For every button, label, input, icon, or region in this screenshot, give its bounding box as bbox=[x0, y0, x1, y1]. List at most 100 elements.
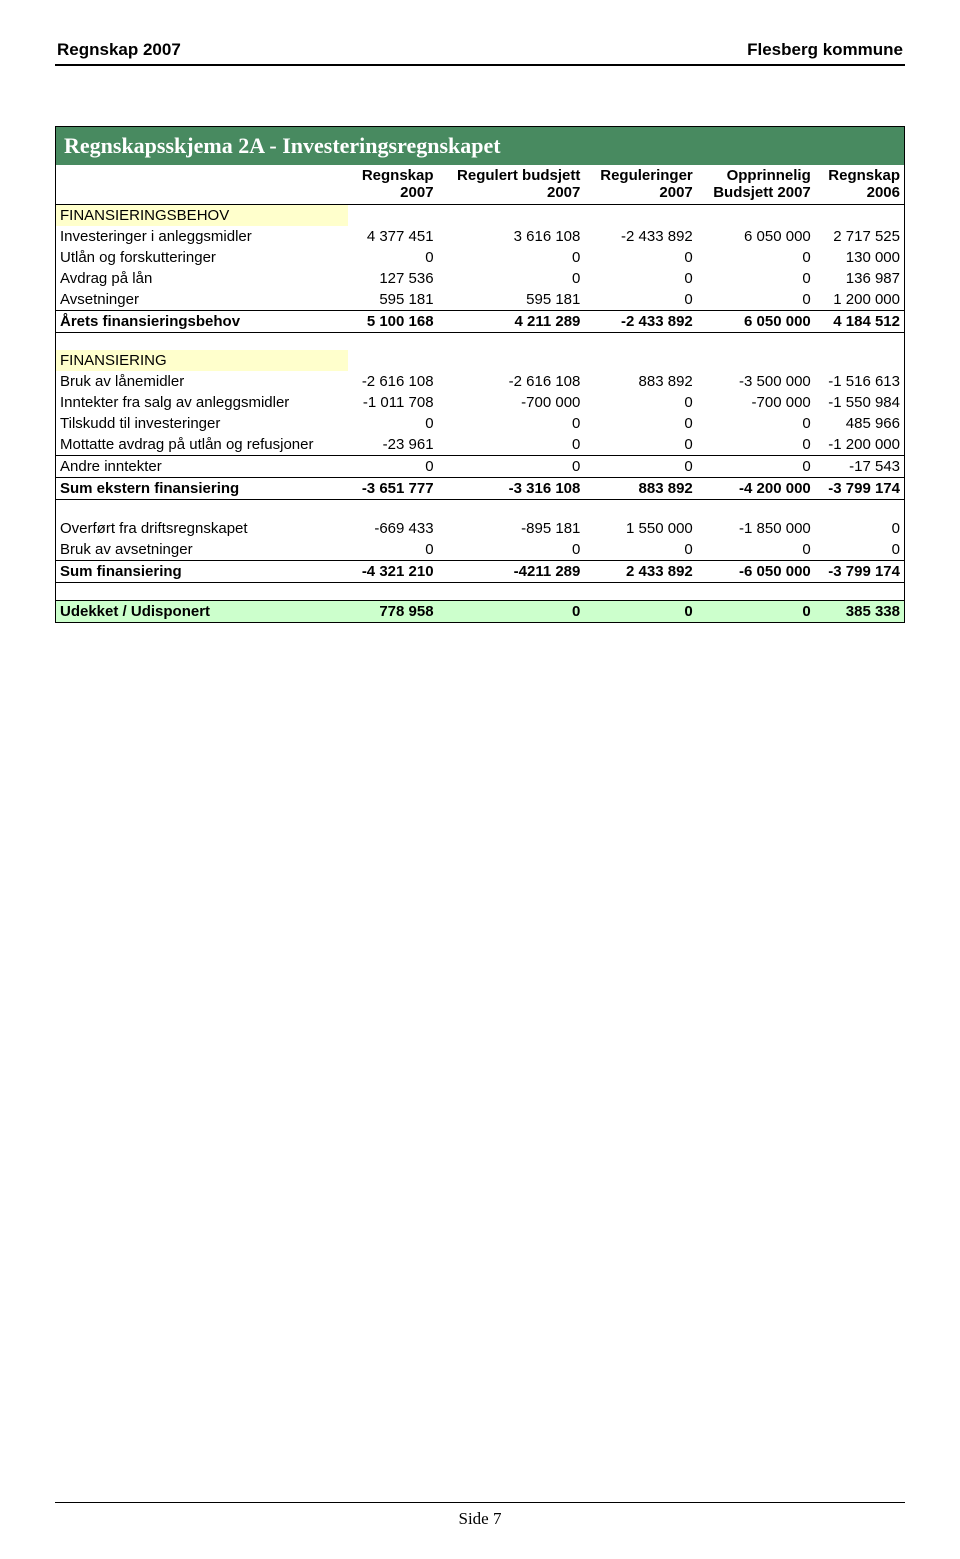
spacer-row bbox=[56, 500, 905, 518]
col-reguleringer: Reguleringer2007 bbox=[584, 165, 696, 204]
cell: 0 bbox=[584, 456, 696, 478]
cell: 0 bbox=[584, 392, 696, 413]
row-label: Avdrag på lån bbox=[56, 268, 349, 289]
cell: -3 651 777 bbox=[348, 478, 437, 500]
cell: 127 536 bbox=[348, 268, 437, 289]
cell: 0 bbox=[438, 539, 585, 561]
cell: 485 966 bbox=[815, 413, 905, 434]
cell: 0 bbox=[438, 434, 585, 456]
cell: 136 987 bbox=[815, 268, 905, 289]
header-rule bbox=[55, 64, 905, 66]
section-label: FINANSIERINGSBEHOV bbox=[56, 204, 349, 226]
cell: -1 550 984 bbox=[815, 392, 905, 413]
cell: 883 892 bbox=[584, 371, 696, 392]
cell: -4 200 000 bbox=[697, 478, 815, 500]
cell: -700 000 bbox=[438, 392, 585, 413]
row-label: Andre inntekter bbox=[56, 456, 349, 478]
row-label: Mottatte avdrag på utlån og refusjoner bbox=[56, 434, 349, 456]
row-label: Bruk av avsetninger bbox=[56, 539, 349, 561]
cell: 6 050 000 bbox=[697, 226, 815, 247]
table-row: Inntekter fra salg av anleggsmidler -1 0… bbox=[56, 392, 905, 413]
cell: 1 200 000 bbox=[815, 289, 905, 311]
row-label: Sum ekstern finansiering bbox=[56, 478, 349, 500]
cell: -1 011 708 bbox=[348, 392, 437, 413]
cell: -23 961 bbox=[348, 434, 437, 456]
cell: 0 bbox=[584, 539, 696, 561]
cell: -669 433 bbox=[348, 518, 437, 539]
cell: 0 bbox=[815, 518, 905, 539]
col-blank bbox=[56, 165, 349, 204]
cell: -700 000 bbox=[697, 392, 815, 413]
cell: -3 799 174 bbox=[815, 478, 905, 500]
cell: -3 500 000 bbox=[697, 371, 815, 392]
section-label: FINANSIERING bbox=[56, 350, 349, 371]
cell: 0 bbox=[697, 268, 815, 289]
table-title: Regnskapsskjema 2A - Investeringsregnska… bbox=[56, 127, 905, 166]
section-total-row: Sum ekstern finansiering -3 651 777 -3 3… bbox=[56, 478, 905, 500]
table-row: Avdrag på lån 127 536 0 0 0 136 987 bbox=[56, 268, 905, 289]
cell: 4 377 451 bbox=[348, 226, 437, 247]
spacer-row bbox=[56, 582, 905, 600]
cell: 595 181 bbox=[438, 289, 585, 311]
row-label: Sum finansiering bbox=[56, 560, 349, 582]
row-label: Overført fra driftsregnskapet bbox=[56, 518, 349, 539]
column-header-row: Regnskap2007 Regulert budsjett2007 Regul… bbox=[56, 165, 905, 204]
table-row: Avsetninger 595 181 595 181 0 0 1 200 00… bbox=[56, 289, 905, 311]
cell: -2 433 892 bbox=[584, 310, 696, 332]
cell: -3 316 108 bbox=[438, 478, 585, 500]
cell: 0 bbox=[584, 247, 696, 268]
cell: 0 bbox=[697, 289, 815, 311]
spacer-row bbox=[56, 332, 905, 350]
section-finansiering: FINANSIERING bbox=[56, 350, 905, 371]
col-regnskap-2006: Regnskap2006 bbox=[815, 165, 905, 204]
cell: -4211 289 bbox=[438, 560, 585, 582]
cell: 3 616 108 bbox=[438, 226, 585, 247]
table-row: Tilskudd til investeringer 0 0 0 0 485 9… bbox=[56, 413, 905, 434]
cell: 0 bbox=[584, 600, 696, 622]
cell: 0 bbox=[697, 539, 815, 561]
cell: 0 bbox=[697, 413, 815, 434]
cell: 0 bbox=[697, 434, 815, 456]
cell: 2 717 525 bbox=[815, 226, 905, 247]
cell: 0 bbox=[584, 434, 696, 456]
row-label: Investeringer i anleggsmidler bbox=[56, 226, 349, 247]
header-right: Flesberg kommune bbox=[747, 40, 903, 60]
cell: 0 bbox=[697, 247, 815, 268]
row-label: Utlån og forskutteringer bbox=[56, 247, 349, 268]
header-left: Regnskap 2007 bbox=[57, 40, 181, 60]
table-row: Overført fra driftsregnskapet -669 433 -… bbox=[56, 518, 905, 539]
cell: 385 338 bbox=[815, 600, 905, 622]
cell: 130 000 bbox=[815, 247, 905, 268]
cell: 0 bbox=[697, 456, 815, 478]
cell: 883 892 bbox=[584, 478, 696, 500]
cell: 0 bbox=[348, 456, 437, 478]
table-row: Bruk av avsetninger 0 0 0 0 0 bbox=[56, 539, 905, 561]
table-row: Investeringer i anleggsmidler 4 377 451 … bbox=[56, 226, 905, 247]
col-opprinnelig: OpprinneligBudsjett 2007 bbox=[697, 165, 815, 204]
cell: 0 bbox=[438, 268, 585, 289]
table-row: Andre inntekter 0 0 0 0 -17 543 bbox=[56, 456, 905, 478]
cell: -4 321 210 bbox=[348, 560, 437, 582]
cell: 0 bbox=[348, 539, 437, 561]
cell: 0 bbox=[438, 413, 585, 434]
row-label: Bruk av lånemidler bbox=[56, 371, 349, 392]
cell: -2 616 108 bbox=[438, 371, 585, 392]
page-header: Regnskap 2007 Flesberg kommune bbox=[55, 40, 905, 64]
table-row: Utlån og forskutteringer 0 0 0 0 130 000 bbox=[56, 247, 905, 268]
row-label: Årets finansieringsbehov bbox=[56, 310, 349, 332]
cell: 0 bbox=[438, 456, 585, 478]
section-finansieringsbehov: FINANSIERINGSBEHOV bbox=[56, 204, 905, 226]
row-label: Tilskudd til investeringer bbox=[56, 413, 349, 434]
investment-table: Regnskapsskjema 2A - Investeringsregnska… bbox=[55, 126, 905, 623]
cell: -6 050 000 bbox=[697, 560, 815, 582]
cell: -895 181 bbox=[438, 518, 585, 539]
row-label: Udekket / Udisponert bbox=[56, 600, 349, 622]
cell: 4 184 512 bbox=[815, 310, 905, 332]
cell: -3 799 174 bbox=[815, 560, 905, 582]
cell: 0 bbox=[348, 413, 437, 434]
cell: 4 211 289 bbox=[438, 310, 585, 332]
table-title-row: Regnskapsskjema 2A - Investeringsregnska… bbox=[56, 127, 905, 166]
cell: -2 616 108 bbox=[348, 371, 437, 392]
col-regulert-budsjett: Regulert budsjett2007 bbox=[438, 165, 585, 204]
cell: 0 bbox=[815, 539, 905, 561]
